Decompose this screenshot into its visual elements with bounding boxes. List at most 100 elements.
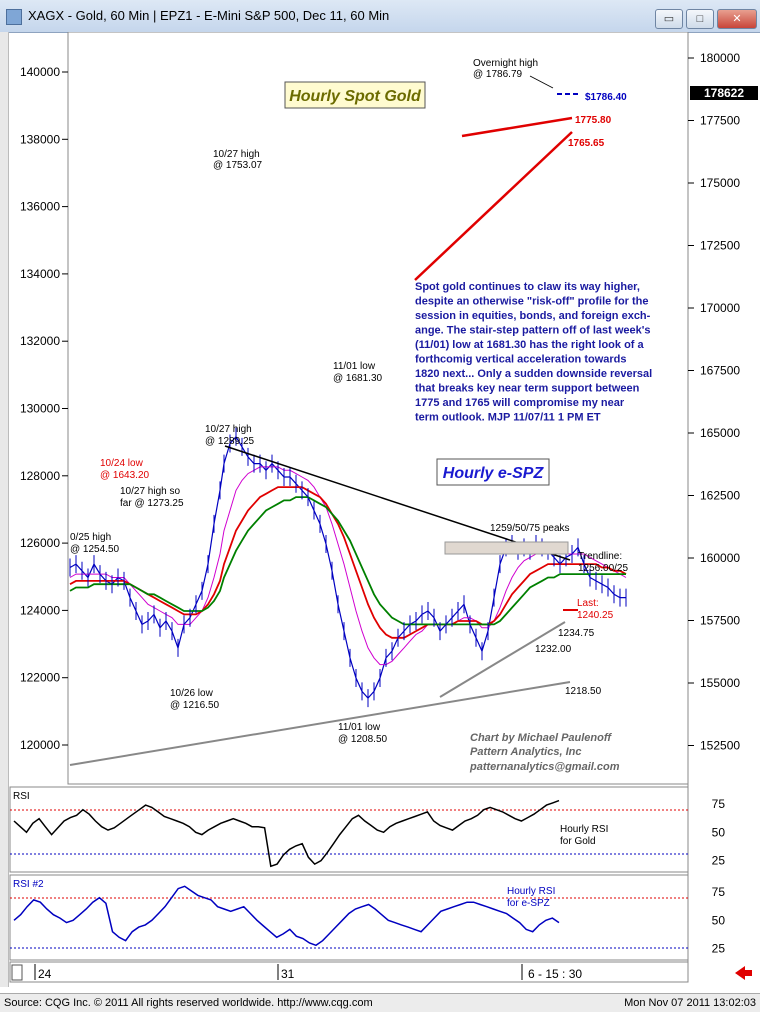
spz-low-1026-label: 10/26 low: [170, 688, 214, 699]
left-tick-label: 120000: [20, 738, 60, 752]
commentary-line: session in equities, bonds, and foreign …: [415, 310, 651, 322]
spz-short-support-line: [439, 621, 566, 698]
spz-high-1025-value: @ 1254.50: [70, 544, 120, 555]
close-button[interactable]: ✕: [717, 9, 757, 29]
commentary-line: ange. The stair-step pattern off of last…: [415, 325, 651, 337]
last-value: 1240.25: [577, 610, 614, 621]
gold-high-1027-value: @ 1753.07: [213, 160, 263, 171]
gold-high-1027-label: 10/27 high: [213, 149, 260, 160]
spz-high-1025-label: 0/25 high: [70, 532, 111, 543]
right-tick-label: 162500: [700, 489, 740, 503]
overnight-high-value: @ 1786.79: [473, 69, 523, 80]
status-footer: Source: CQG Inc. © 2011 All rights reser…: [0, 993, 760, 1012]
scroll-right-arrow-icon[interactable]: [735, 966, 752, 980]
left-tick-label: 130000: [20, 402, 60, 416]
main-plot-area: [67, 32, 689, 785]
trendline-label: Trendline:: [578, 551, 622, 562]
title-bar: XAGX - Gold, 60 Min | EPZ1 - E-Mini S&P …: [0, 0, 760, 33]
window-left-border: [0, 32, 9, 987]
commentary-line: that breaks key near term support betwee…: [415, 383, 640, 395]
level-1232-label: 1232.00: [535, 644, 572, 655]
spz-low-1026-value: @ 1216.50: [170, 700, 220, 711]
credit-line-3: patternanalytics@gmail.com: [469, 761, 620, 773]
commentary-line: term outlook. MJP 11/07/11 1 PM ET: [415, 412, 601, 424]
left-tick-label: 128000: [20, 469, 60, 483]
gold-title-box: [284, 81, 426, 109]
rsi-axes: 75 50 25 75 50 25: [13, 797, 726, 956]
rsi-tick-label: 75: [712, 885, 726, 899]
current-price-value: 178622: [704, 86, 744, 100]
commentary-line: Spot gold continues to claw its way high…: [415, 281, 640, 293]
rsi-tick-label: 25: [712, 854, 726, 868]
rsi-spz-panel: [9, 874, 689, 961]
spz-title-box: [436, 458, 550, 486]
left-y-axis: 140000 138000 136000 134000 132000 130000 1280…: [20, 65, 68, 752]
commentary-line: (11/01) low at 1681.30 has the right loo…: [415, 339, 645, 351]
left-tick-label: 134000: [20, 267, 60, 281]
left-tick-label: 126000: [20, 536, 60, 550]
price-tag-2: 1775.80: [575, 115, 612, 126]
rsi-spz-title: RSI #2: [13, 879, 44, 890]
maximize-button[interactable]: □: [686, 9, 714, 29]
spz-ma-slow-line: [69, 496, 626, 626]
gold-low-1101-label: 11/01 low: [333, 361, 376, 372]
rsi-tick-label: 50: [712, 913, 726, 927]
peaks-zone: [444, 541, 569, 555]
left-tick-label: 124000: [20, 603, 60, 617]
left-tick-label: 136000: [20, 200, 60, 214]
rsi-spz-line: [13, 885, 560, 947]
spz-high-1027-label: 10/27 high: [205, 424, 252, 435]
window-title: XAGX - Gold, 60 Min | EPZ1 - E-Mini S&P …: [28, 8, 390, 23]
price-tag-1: $1786.40: [585, 92, 627, 103]
left-tick-label: 138000: [20, 132, 60, 146]
spz-high-so-far-value: far @ 1273.25: [120, 498, 184, 509]
spz-ma-fast-line: [69, 466, 627, 666]
right-tick-label: 175000: [700, 176, 740, 190]
right-tick-label: 155000: [700, 676, 740, 690]
rsi-spz-label-2: for e-SPZ: [507, 898, 550, 909]
scroll-handle[interactable]: [11, 964, 23, 981]
gold-low-1024-label: 10/24 low: [100, 458, 144, 469]
footer-timestamp: Mon Nov 07 2011 13:02:03: [624, 997, 756, 1009]
gold-low-1101-value: @ 1681.30: [333, 373, 383, 384]
trendline-value: 1256.00/25: [578, 563, 628, 574]
overnight-high-pointer: [529, 75, 554, 89]
commentary-line: 1775 and 1765 will compromise my near: [415, 397, 625, 409]
date-label-3: 6 - 15 : 30: [528, 967, 582, 981]
right-tick-label: 177500: [700, 114, 740, 128]
right-tick-label: 157500: [700, 614, 740, 628]
commentary-line: forthcomig vertical acceleration towards: [415, 354, 627, 366]
spz-low-1101-value: @ 1208.50: [338, 734, 388, 745]
rsi-tick-label: 25: [712, 942, 726, 956]
current-price-box: [690, 86, 758, 100]
right-tick-label: 167500: [700, 364, 740, 378]
minimize-button[interactable]: ▭: [655, 9, 683, 29]
date-label-1: 24: [38, 967, 52, 981]
right-tick-label: 160000: [700, 551, 740, 565]
price-series-layer: [69, 427, 627, 708]
gold-upper-support-line: [461, 116, 573, 138]
rsi-gold-label-2: for Gold: [560, 836, 596, 847]
spz-title: Hourly e-SPZ: [443, 465, 545, 482]
spz-high-1027-value: @ 1289.25: [205, 436, 255, 447]
rsi-gold-line: [13, 799, 560, 868]
spz-high-so-far-label: 10/27 high so: [120, 486, 180, 497]
spz-downtrend-line: [224, 445, 571, 561]
gold-low-1024-value: @ 1643.20: [100, 470, 150, 481]
spz-low-1101-label: 11/01 low: [338, 722, 381, 733]
commentary-line: 1820 next... Only a sudden downside reve…: [415, 368, 652, 380]
price-tag-3: 1765.65: [568, 138, 605, 149]
right-tick-label: 170000: [700, 301, 740, 315]
rsi-tick-label: 50: [712, 825, 726, 839]
footer-source: Source: CQG Inc. © 2011 All rights reser…: [4, 997, 373, 1009]
overnight-high-label: Overnight high: [473, 58, 538, 69]
credit-line-2: Pattern Analytics, Inc: [470, 746, 581, 758]
rsi-gold-panel: [9, 786, 689, 873]
rsi-tick-label: 75: [712, 797, 726, 811]
date-label-2: 31: [281, 967, 295, 981]
gold-support-line: [414, 131, 573, 281]
commentary-line: despite an otherwise "risk-off" profile …: [415, 296, 649, 308]
left-tick-label: 122000: [20, 671, 60, 685]
time-axis: [9, 961, 689, 983]
commentary-block: Spot gold continues to claw its way high…: [415, 281, 652, 424]
